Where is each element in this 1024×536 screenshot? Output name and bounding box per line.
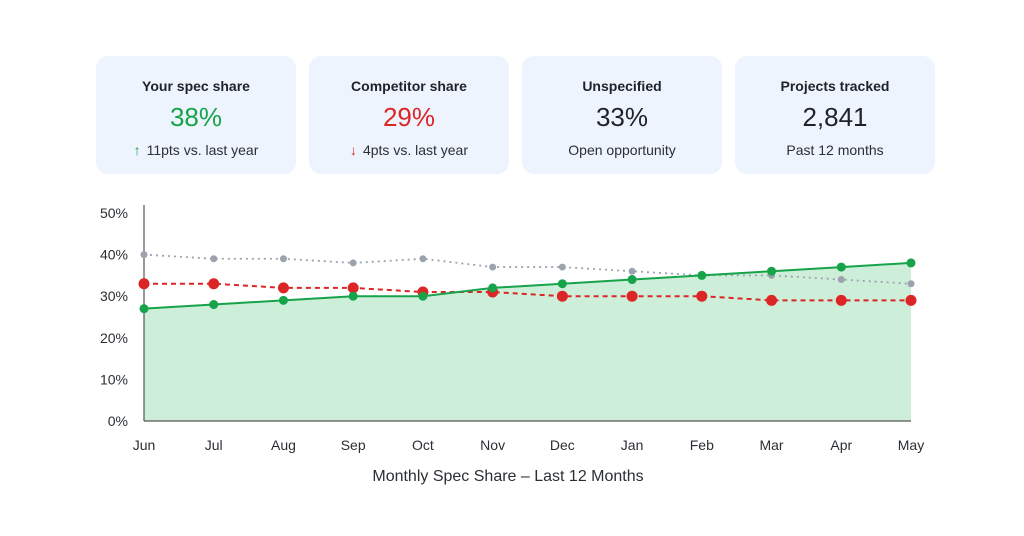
y-tick-label: 50% — [100, 205, 128, 221]
kpi-card-title: Projects tracked — [780, 78, 890, 94]
kpi-cards: Your spec share 38% ↑ 11pts vs. last yea… — [96, 56, 935, 174]
data-point-dotted — [837, 276, 845, 284]
x-tick-label: Oct — [412, 437, 434, 453]
kpi-card-value: 38% — [169, 102, 223, 132]
kpi-card-note: Open opportunity — [568, 142, 676, 158]
kpi-card-title: Unspecified — [582, 78, 662, 94]
arrow-up-icon: ↑ — [133, 142, 141, 158]
data-point-solid-area — [348, 291, 358, 301]
data-point-dotted — [907, 280, 915, 288]
data-point-dashed — [556, 290, 568, 302]
kpi-card-subtitle: Past 12 months — [786, 142, 883, 158]
kpi-card-value: 33% — [595, 102, 649, 132]
y-tick-label: 10% — [100, 371, 128, 387]
kpi-card-subtitle: ↑ 11pts vs. last year — [134, 142, 259, 158]
kpi-card-note: Past 12 months — [786, 142, 884, 158]
kpi-card-value: 2,841 — [802, 102, 868, 132]
x-tick-label: Mar — [759, 437, 783, 453]
data-point-dotted — [140, 251, 148, 259]
kpi-card-value: 29% — [382, 102, 436, 132]
data-point-solid-area — [488, 283, 498, 293]
y-tick-label: 40% — [100, 247, 128, 263]
x-tick-label: Apr — [830, 437, 852, 453]
x-tick-label: Nov — [480, 437, 505, 453]
x-tick-label: Jun — [133, 437, 156, 453]
data-point-solid-area — [209, 300, 219, 310]
data-point-solid-area — [836, 262, 846, 272]
chart-title: Monthly Spec Share – Last 12 Months — [372, 468, 643, 485]
data-point-dotted — [558, 263, 566, 271]
kpi-card-title: Competitor share — [351, 78, 467, 94]
kpi-card-unspecified: Unspecified 33% Open opportunity — [522, 56, 722, 174]
data-point-dotted — [628, 267, 636, 275]
kpi-card-competitor-share: Competitor share 29% ↓ 4pts vs. last yea… — [309, 56, 509, 174]
x-tick-label: Jan — [621, 437, 644, 453]
data-point-dashed — [766, 294, 778, 306]
data-point-dotted — [489, 263, 497, 271]
y-tick-label: 30% — [100, 288, 128, 304]
data-point-dotted — [210, 255, 218, 263]
series-area-fill — [144, 262, 911, 421]
kpi-card-change: 11pts vs. last year — [146, 142, 259, 158]
data-point-dotted — [279, 255, 287, 263]
kpi-card-your-spec-share: Your spec share 38% ↑ 11pts vs. last yea… — [96, 56, 296, 174]
x-tick-label: Jul — [205, 437, 223, 453]
data-point-solid-area — [906, 258, 916, 268]
data-point-dashed — [277, 282, 289, 294]
kpi-card-title: Your spec share — [142, 78, 250, 94]
kpi-card-subtitle: Open opportunity — [568, 142, 675, 158]
x-tick-label: May — [898, 437, 924, 453]
data-point-solid-area — [139, 304, 149, 314]
series-line-dotted — [143, 253, 912, 285]
data-point-dotted — [419, 255, 427, 263]
data-point-dashed — [835, 294, 847, 306]
data-point-dashed — [347, 282, 359, 294]
data-point-dashed — [696, 290, 708, 302]
data-point-dashed — [138, 278, 150, 290]
arrow-down-icon: ↓ — [349, 142, 357, 158]
data-point-solid-area — [418, 291, 428, 301]
series-line-solid-area — [143, 261, 912, 310]
data-point-dashed — [208, 278, 220, 290]
x-tick-label: Aug — [271, 437, 296, 453]
kpi-card-projects-tracked: Projects tracked 2,841 Past 12 months — [735, 56, 935, 174]
y-tick-label: 0% — [108, 413, 128, 429]
data-point-solid-area — [278, 295, 288, 305]
data-point-solid-area — [697, 270, 707, 280]
data-point-dotted — [349, 259, 357, 267]
kpi-card-subtitle: ↓ 4pts vs. last year — [350, 142, 468, 158]
data-point-solid-area — [767, 266, 777, 276]
series-line-dashed — [144, 282, 911, 302]
x-tick-label: Feb — [690, 437, 714, 453]
y-tick-label: 20% — [100, 330, 128, 346]
data-point-solid-area — [627, 275, 637, 285]
data-point-solid-area — [557, 279, 567, 289]
kpi-card-change: 4pts vs. last year — [362, 142, 469, 158]
data-point-dashed — [626, 290, 638, 302]
x-tick-label: Dec — [550, 437, 575, 453]
x-tick-label: Sep — [341, 437, 366, 453]
data-point-dashed — [905, 294, 917, 306]
